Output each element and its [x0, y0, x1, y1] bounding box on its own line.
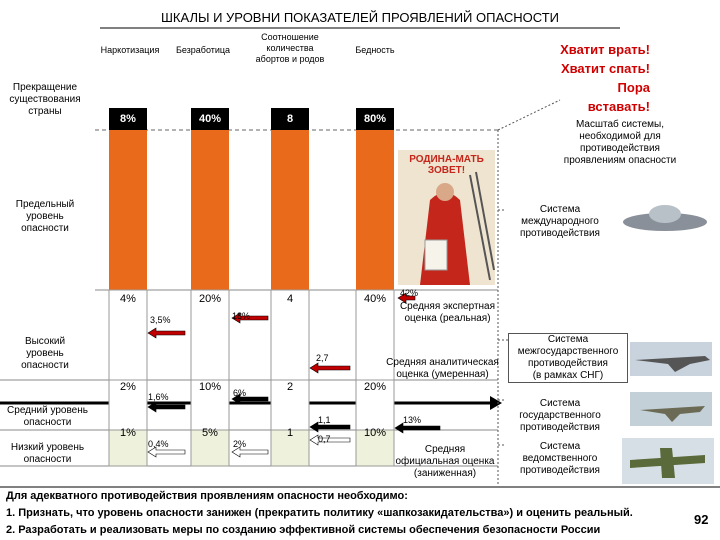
- column-header: Безработица: [175, 45, 231, 55]
- marker-label: 0,7: [318, 434, 331, 444]
- poster-bayonets: [469, 171, 495, 281]
- column-high: [108, 379, 148, 431]
- column-high-value: 2: [286, 381, 294, 393]
- column-danger: [109, 130, 147, 290]
- systems-bracket: [497, 99, 561, 485]
- ufo-dome: [649, 205, 681, 223]
- level-label: Высокий уровень опасности: [21, 336, 69, 371]
- column-high-value: 2%: [120, 381, 136, 393]
- marker-arrow: [309, 362, 351, 374]
- column-limit-value: 40%: [363, 293, 387, 305]
- column-medium-value: 10%: [363, 427, 387, 439]
- marker-label: 2,7: [316, 353, 329, 363]
- footer-item: 1. Признать, что уровень опасности заниж…: [6, 507, 633, 519]
- column-high: [355, 379, 395, 431]
- level-label: Предельный уровень опасности: [15, 199, 75, 234]
- estimate-label: Средняя аналитическая оценка (умеренная): [386, 357, 499, 380]
- marker-arrow: [309, 434, 351, 446]
- estimate-label: Средняя экспертная оценка (реальная): [399, 301, 496, 324]
- biplane-shape: [630, 448, 705, 478]
- marker-arrow: [147, 401, 186, 413]
- column-medium: [190, 429, 230, 467]
- column-limit-value: 20%: [198, 293, 222, 305]
- column-limit-value: 4: [286, 293, 294, 305]
- official-arrowhead: [490, 396, 502, 410]
- marker-label: 3,5%: [150, 315, 171, 325]
- marker-label: 2%: [233, 439, 247, 449]
- jet-shape: [635, 356, 710, 372]
- level-label: Низкий уровень опасности: [10, 442, 85, 465]
- marker-label: 42%: [400, 288, 419, 298]
- column-cap: [191, 108, 229, 130]
- footer-intro: Для адекватного противодействия проявлен…: [6, 490, 408, 502]
- column-medium-value: 5%: [202, 427, 218, 439]
- column-high: [190, 379, 230, 431]
- system-label: Система международного противодействия: [520, 204, 600, 239]
- column-top-value: 8%: [120, 113, 136, 125]
- column-limit: [190, 289, 230, 381]
- column-limit: [270, 289, 310, 381]
- level-label: Средний уровень опасности: [7, 405, 88, 428]
- marker-arrow: [231, 446, 269, 458]
- marker-arrow: [231, 312, 269, 324]
- marker-label: 6%: [233, 388, 247, 398]
- poster-head: [436, 183, 454, 201]
- poster-text: РОДИНА-МАТЬ ЗОВЕТ!: [409, 154, 484, 176]
- column-limit: [355, 289, 395, 381]
- column-limit: [108, 289, 148, 381]
- marker-arrow: [147, 446, 186, 458]
- level-label: Прекращение существования страны: [9, 82, 81, 117]
- system-label: Система государственного противодействия: [519, 398, 601, 433]
- column-danger: [356, 130, 394, 290]
- marker-label: 1,1: [318, 415, 331, 425]
- poster-sheet: [424, 239, 448, 271]
- column-header: Наркотизация: [100, 45, 160, 55]
- column-high-value: 20%: [363, 381, 387, 393]
- marker-arrow: [309, 421, 351, 433]
- marker-label: 0,4%: [148, 439, 169, 449]
- column-header: Бедность: [355, 45, 395, 55]
- column-medium: [270, 429, 310, 467]
- estimate-label: Средняя официальная оценка (заниженная): [395, 444, 495, 479]
- marker-arrow: [231, 393, 269, 405]
- column-limit-value: 4%: [120, 293, 136, 305]
- column-top-value: 8: [286, 113, 294, 125]
- footer-item: 2. Разработать и реализовать меры по соз…: [6, 524, 601, 536]
- column-cap: [271, 108, 309, 130]
- column-high-value: 10%: [198, 381, 222, 393]
- column-danger: [271, 130, 309, 290]
- plane-shape: [640, 406, 705, 422]
- systems-heading: Масштаб системы, необходимой для противо…: [563, 119, 677, 166]
- column-header: Соотношение количества абортов и родов: [255, 32, 325, 64]
- column-cap: [356, 108, 394, 130]
- column-medium-value: 1%: [120, 427, 136, 439]
- column-top-value: 80%: [363, 113, 387, 125]
- column-medium: [355, 429, 395, 467]
- column-medium-value: 1: [286, 427, 294, 439]
- system-label: Система межгосударственного противодейст…: [508, 333, 628, 383]
- column-medium: [108, 429, 148, 467]
- marker-arrow: [397, 292, 416, 304]
- marker-label: 13%: [403, 415, 422, 425]
- title: ШКАЛЫ И УРОВНИ ПОКАЗАТЕЛЕЙ ПРОЯВЛЕНИЙ ОП…: [161, 10, 559, 25]
- column-danger: [191, 130, 229, 290]
- system-label: Система ведомственного противодействия: [520, 441, 600, 476]
- marker-arrow: [394, 422, 441, 434]
- slogan: Хватит врать! Хватит спать! Пора встават…: [560, 42, 650, 114]
- column-cap: [109, 108, 147, 130]
- marker-arrow: [147, 327, 186, 339]
- marker-label: 18%: [232, 311, 251, 321]
- marker-label: 1,6%: [148, 392, 169, 402]
- page-number: 92: [694, 512, 709, 527]
- column-top-value: 40%: [198, 113, 222, 125]
